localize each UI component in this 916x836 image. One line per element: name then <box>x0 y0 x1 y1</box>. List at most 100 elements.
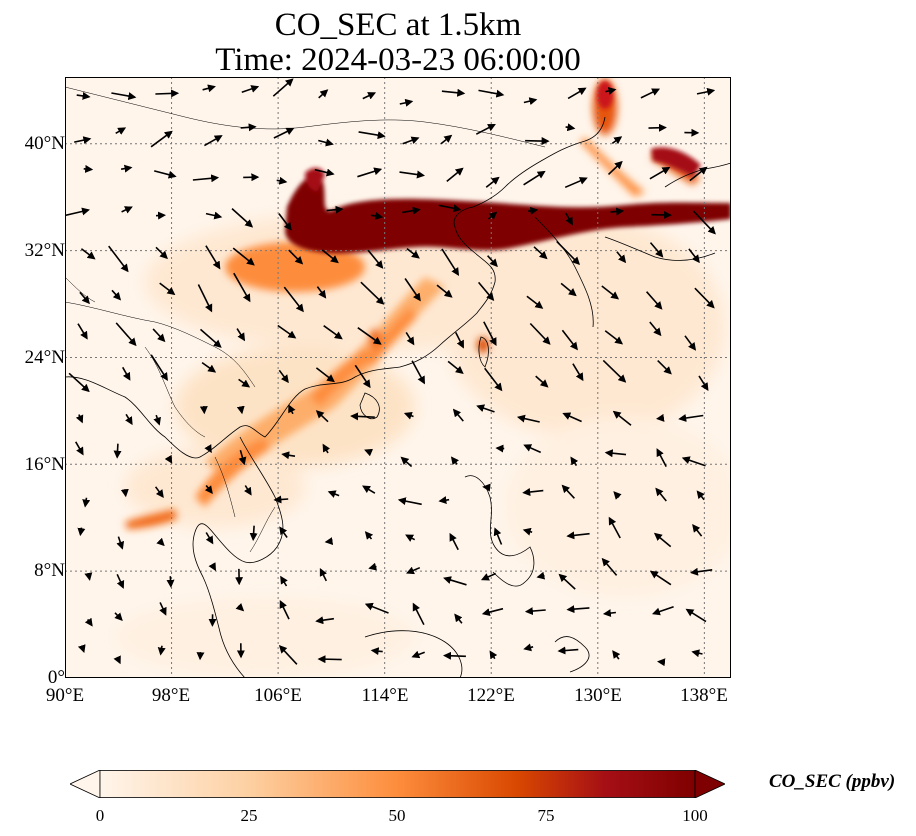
wind-arrow <box>602 359 627 383</box>
wind-arrow <box>653 532 672 548</box>
wind-arrow <box>84 572 93 581</box>
wind-arrow <box>79 291 90 305</box>
wind-arrow <box>566 531 590 540</box>
wind-arrow <box>564 177 588 189</box>
wind-arrow <box>288 249 304 265</box>
wind-arrow <box>656 448 667 467</box>
wind-arrow <box>231 208 254 228</box>
wind-arrow <box>694 287 715 309</box>
wind-arrow <box>358 131 386 140</box>
wind-arrow <box>604 449 627 458</box>
wind-arrow <box>692 210 716 235</box>
wind-arrow <box>152 328 166 343</box>
wind-arrow <box>684 335 697 351</box>
wind-arrow <box>649 166 671 180</box>
wind-arrow <box>535 375 549 388</box>
wind-arrow <box>482 483 491 492</box>
wind-arrow <box>197 284 213 313</box>
wind-arrow <box>481 607 504 616</box>
wind-arrow <box>561 329 578 351</box>
wind-arrow <box>74 136 92 145</box>
wind-arrow <box>238 449 247 466</box>
map-canvas <box>65 77 731 678</box>
wind-arrow <box>155 211 166 220</box>
wind-arrow <box>362 485 376 494</box>
wind-arrow <box>523 97 538 106</box>
wind-arrow <box>533 246 548 260</box>
colorbar-tick-label: 50 <box>388 806 406 825</box>
wind-arrow <box>279 526 288 538</box>
wind-arrow <box>399 98 414 107</box>
wind-arrow <box>450 456 459 466</box>
wind-arrow <box>164 454 173 464</box>
wind-arrow <box>399 170 425 179</box>
wind-arrow <box>678 414 704 422</box>
wind-arrow <box>612 410 632 426</box>
wind-arrow <box>364 602 389 614</box>
wind-arrow <box>485 176 500 188</box>
wind-arrow <box>561 484 575 499</box>
wind-arrow <box>557 646 579 655</box>
wind-arrow <box>692 524 703 537</box>
wind-arrow <box>122 366 131 381</box>
wind-arrow <box>315 616 335 625</box>
wind-arrow <box>562 412 582 423</box>
wind-arrow <box>155 89 180 98</box>
wind-arrow <box>75 414 84 424</box>
colorbar-label: CO_SEC (ppbv) <box>769 771 896 792</box>
wind-arrow <box>696 490 705 501</box>
wind-arrow <box>319 567 328 582</box>
wind-arrow <box>608 516 621 539</box>
wind-arrow <box>116 573 125 589</box>
wind-arrow <box>350 412 375 421</box>
country-borders <box>65 86 546 553</box>
wind-arrow <box>111 289 122 301</box>
colorbar-tick-label: 100 <box>682 806 708 825</box>
map-panel <box>65 77 731 678</box>
wind-arrow <box>354 364 371 389</box>
wind-arrow <box>558 573 576 590</box>
wind-arrow <box>68 372 90 393</box>
wind-arrow <box>493 527 503 545</box>
lon-tick-label: 98°E <box>151 685 191 706</box>
wind-arrow <box>449 532 459 551</box>
wind-arrow <box>441 248 460 276</box>
lat-tick-label: 32°N <box>24 240 65 261</box>
wind-arrow <box>611 136 623 145</box>
wind-arrow <box>360 281 385 305</box>
wind-arrow <box>522 488 544 496</box>
wind-arrow <box>487 255 498 268</box>
wind-arrow <box>279 600 290 620</box>
wind-arrow <box>281 451 296 460</box>
wind-arrow <box>478 89 505 98</box>
wind-arrow <box>443 651 466 660</box>
wind-arrow <box>452 408 464 422</box>
wind-arrow <box>199 406 208 415</box>
wind-arrow <box>316 286 327 299</box>
wind-arrow <box>276 176 288 185</box>
wind-arrow <box>698 375 709 391</box>
wind-arrow <box>364 531 374 540</box>
plot-title: CO_SEC at 1.5km <box>274 7 522 43</box>
wind-arrow <box>241 85 260 93</box>
colorbar-tick-label: 0 <box>95 806 105 825</box>
wind-arrow <box>150 130 173 148</box>
wind-arrow <box>602 609 616 618</box>
wind-vector-field <box>65 78 716 667</box>
wind-arrow <box>516 414 540 423</box>
wind-arrow <box>273 127 295 139</box>
wind-arrow <box>120 488 129 498</box>
wind-arrow <box>77 323 88 340</box>
wind-arrow <box>436 284 453 298</box>
wind-arrow <box>65 207 90 217</box>
lon-tick-label: 130°E <box>574 685 622 706</box>
wind-arrow <box>233 272 251 303</box>
wind-arrow <box>529 322 551 345</box>
wind-arrow <box>317 655 342 664</box>
wind-arrow <box>645 291 663 310</box>
wind-arrow <box>495 444 505 453</box>
wind-arrow <box>412 602 425 626</box>
lat-tick-label: 40°N <box>24 133 65 154</box>
wind-arrow <box>244 485 252 496</box>
wind-arrow <box>523 170 546 186</box>
